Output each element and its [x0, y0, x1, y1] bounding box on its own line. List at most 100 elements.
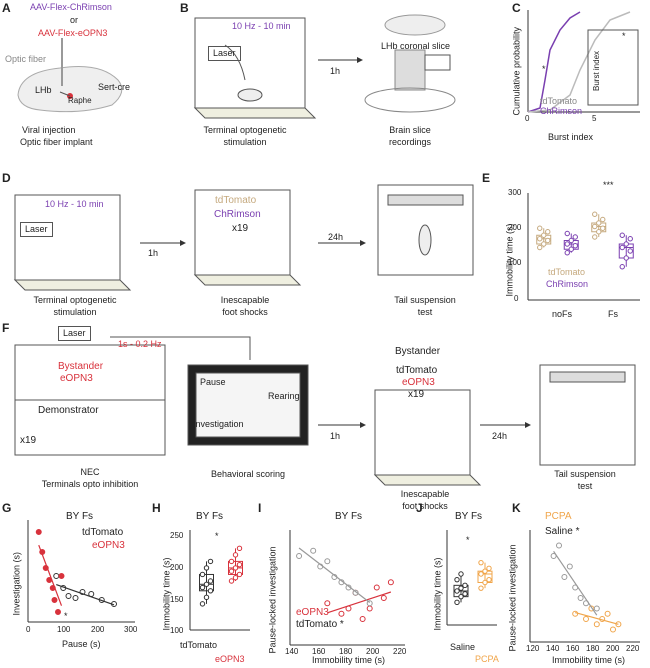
e-point	[564, 241, 570, 247]
f-pause: Pause	[200, 377, 226, 387]
i-xtick-180: 180	[339, 647, 353, 656]
caption-f2: Behavioral scoring	[210, 469, 286, 479]
arrow-label-24h-f: 24h	[492, 431, 508, 441]
k-fit	[553, 550, 598, 616]
h-ytick-150: 150	[170, 595, 184, 604]
i-legend-tdtomato: tdTomato *	[296, 619, 344, 630]
c-inset-star: *	[622, 31, 626, 41]
f-eopn3: eOPN3	[60, 373, 93, 384]
f-count2: x19	[408, 389, 425, 400]
h-point	[236, 571, 243, 578]
g-point	[53, 573, 60, 579]
e-point	[600, 216, 606, 223]
e-point	[572, 243, 578, 249]
caption-d1a: Terminal optogenetic	[33, 295, 117, 305]
e-point	[619, 232, 625, 238]
g-title: BY Fs	[66, 511, 94, 522]
k-xtick-160: 160	[566, 644, 580, 653]
k-point	[577, 595, 584, 601]
arrow-label-1h-d: 1h	[148, 248, 159, 258]
g-legend-eopn3: eOPN3	[92, 540, 125, 551]
j-point	[486, 576, 492, 583]
i-fit	[327, 591, 392, 614]
j-point	[454, 576, 460, 583]
j-point	[462, 582, 468, 589]
k-legend-pcpa: PCPA	[545, 511, 572, 522]
h-point	[207, 578, 214, 584]
g-xtick-300: 300	[124, 625, 138, 634]
j-point	[454, 599, 460, 606]
h-point	[199, 571, 206, 578]
i-point	[310, 547, 317, 554]
i-point	[366, 605, 373, 612]
h-point	[228, 568, 235, 574]
e-ytick-300: 300	[508, 188, 522, 197]
h-ytick-100: 100	[170, 626, 184, 635]
chart-marks-layer	[35, 211, 634, 633]
i-point	[338, 610, 345, 617]
panel-label-b: B	[180, 1, 189, 15]
chart-k-axes	[529, 530, 640, 643]
h-point	[232, 565, 239, 571]
virus-or: or	[70, 15, 79, 25]
e-point	[564, 250, 570, 256]
k-fit	[575, 611, 619, 625]
k-point	[572, 610, 579, 617]
laser-box-b: Laser	[208, 46, 241, 61]
caption-d1b: stimulation	[53, 307, 97, 317]
protocol-d: 10 Hz - 10 min	[45, 199, 104, 209]
g-star: *	[64, 611, 68, 621]
lhb-label: LHb	[35, 85, 52, 95]
d-group-chrimson: ChRimson	[214, 209, 261, 220]
j-point	[486, 565, 492, 572]
j-point	[478, 571, 484, 577]
k-point	[561, 574, 568, 580]
d-group-tdtomato: tdTomato	[215, 195, 257, 206]
k-point	[593, 621, 600, 628]
e-legend-tdtomato: tdTomato	[548, 267, 586, 277]
k-point	[556, 542, 562, 549]
panel-label-j: J	[416, 501, 423, 515]
f-title3: Bystander	[395, 346, 441, 357]
i-title: BY Fs	[335, 511, 363, 522]
e-point	[596, 220, 602, 226]
k-xtick-120: 120	[526, 644, 540, 653]
j-point	[478, 585, 484, 591]
raphe-label: Raphe	[68, 96, 92, 105]
e-point	[619, 264, 625, 270]
i-point	[324, 558, 331, 565]
protocol-f: 1s - 0.2 Hz	[118, 339, 162, 349]
i-point	[296, 553, 303, 559]
laser-box-d: Laser	[20, 222, 53, 237]
caption-d3a: Tail suspension	[394, 295, 456, 305]
e-point	[545, 237, 551, 244]
j-star: *	[466, 535, 470, 545]
k-point	[593, 605, 600, 612]
j-x-saline: Saline	[450, 642, 476, 652]
caption-slice-b1: Brain slice	[389, 125, 431, 135]
caption-f3a: Inescapable	[400, 489, 450, 499]
c-legend-tdtomato: tdTomato	[540, 96, 578, 106]
arrow-label-1h-f: 1h	[330, 431, 341, 441]
chart-c-axes	[527, 10, 640, 113]
j-ylabel: Immobility time (s)	[432, 557, 443, 631]
i-xlabel: Immobility time (s)	[312, 655, 386, 665]
h-x-eopn3: eOPN3	[215, 654, 245, 664]
i-xtick-220: 220	[393, 647, 407, 656]
e-point	[592, 234, 598, 240]
h-point	[199, 601, 206, 607]
j-point	[454, 588, 460, 594]
virus-eopn3: AAV-Flex-eOPN3	[38, 28, 108, 38]
h-point	[232, 552, 239, 558]
chart-e-axes	[527, 193, 640, 301]
e-point	[572, 234, 578, 240]
panel-label-f: F	[2, 321, 10, 335]
i-point	[352, 589, 359, 596]
i-point	[324, 600, 331, 607]
e-ytick-100: 100	[508, 258, 522, 267]
g-fit	[56, 584, 115, 606]
caption-f4a: Tail suspension	[554, 469, 616, 479]
e-point	[592, 223, 598, 230]
i-fit	[298, 547, 371, 603]
i-xtick-200: 200	[366, 647, 380, 656]
